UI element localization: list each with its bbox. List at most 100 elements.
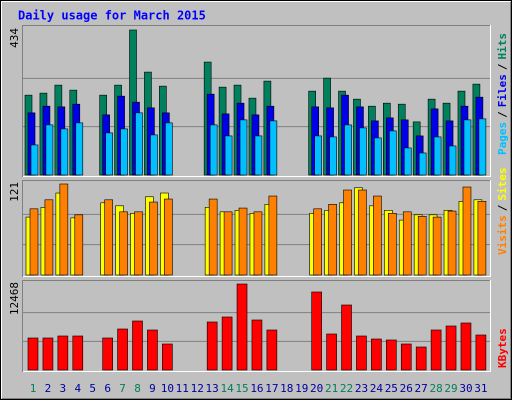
bar bbox=[251, 319, 263, 371]
bar bbox=[478, 118, 487, 176]
panel-bevel-light bbox=[23, 280, 491, 372]
legend: Visits / Sites bbox=[496, 168, 509, 256]
bar bbox=[164, 198, 173, 276]
bar bbox=[104, 199, 113, 276]
x-tick-label: 17 bbox=[265, 382, 278, 395]
legend-entry: Pages bbox=[496, 122, 509, 155]
legend-entry: Hits bbox=[496, 33, 509, 60]
bar bbox=[448, 145, 457, 176]
bar bbox=[389, 130, 397, 176]
bar bbox=[329, 136, 337, 176]
bar bbox=[239, 119, 248, 176]
x-tick-label: 21 bbox=[325, 382, 338, 395]
bar bbox=[356, 335, 367, 371]
legend-separator: / bbox=[496, 111, 509, 118]
x-tick-label: 4 bbox=[74, 382, 81, 395]
x-tick-label: 31 bbox=[474, 382, 487, 395]
bar bbox=[135, 112, 143, 176]
legend: KBytes bbox=[496, 328, 509, 368]
bar bbox=[432, 216, 442, 276]
chart-title: Daily usage for March 2015 bbox=[18, 9, 206, 23]
x-tick-label: 27 bbox=[415, 382, 428, 395]
bar bbox=[418, 152, 427, 176]
bar bbox=[447, 210, 457, 276]
bar bbox=[30, 144, 39, 176]
bar bbox=[27, 337, 39, 371]
bar bbox=[403, 147, 412, 176]
bar bbox=[132, 320, 143, 371]
bar bbox=[165, 122, 173, 176]
bar bbox=[373, 195, 382, 276]
x-tick-label: 19 bbox=[295, 382, 308, 395]
bar bbox=[223, 211, 233, 276]
bar bbox=[402, 211, 412, 276]
bar bbox=[253, 211, 263, 276]
bar bbox=[162, 343, 173, 371]
panel-bevel-light bbox=[23, 180, 491, 277]
legend-separator: / bbox=[496, 204, 509, 211]
bar bbox=[462, 186, 472, 276]
panel-bevel-light bbox=[23, 25, 491, 177]
bar bbox=[42, 337, 54, 371]
bar bbox=[224, 135, 233, 176]
bar bbox=[105, 132, 113, 176]
bar bbox=[74, 214, 84, 276]
x-tick-label: 20 bbox=[310, 382, 323, 395]
y-tick-label: 121 bbox=[8, 182, 21, 202]
bar bbox=[358, 189, 367, 276]
legend-entry: Sites bbox=[496, 168, 509, 201]
bar bbox=[208, 198, 218, 276]
bar bbox=[120, 128, 128, 176]
bar bbox=[313, 208, 322, 276]
legend-separator: / bbox=[496, 63, 509, 70]
bar bbox=[343, 189, 352, 276]
bar bbox=[371, 338, 382, 371]
x-tick-label: 1 bbox=[30, 382, 37, 395]
y-tick-label: 12468 bbox=[8, 282, 21, 315]
x-tick-label: 7 bbox=[119, 382, 126, 395]
bar bbox=[417, 216, 427, 276]
x-tick-label: 30 bbox=[459, 382, 472, 395]
x-tick-label: 2 bbox=[45, 382, 52, 395]
x-tick-label: 6 bbox=[104, 382, 111, 395]
x-tick-label: 12 bbox=[191, 382, 204, 395]
bar bbox=[60, 128, 69, 176]
bar bbox=[72, 335, 84, 371]
x-tick-label: 28 bbox=[429, 382, 442, 395]
x-tick-label: 25 bbox=[385, 382, 398, 395]
panel-bevel-dark bbox=[22, 25, 490, 177]
bar bbox=[266, 329, 278, 371]
x-tick-label: 10 bbox=[161, 382, 174, 395]
bar bbox=[314, 135, 322, 176]
bar bbox=[238, 207, 248, 276]
bar bbox=[150, 134, 158, 176]
bar bbox=[326, 333, 337, 371]
bar bbox=[463, 119, 472, 176]
bar bbox=[460, 322, 472, 371]
y-tick-label: 434 bbox=[8, 28, 21, 48]
bar bbox=[400, 343, 412, 371]
bar bbox=[254, 135, 263, 176]
bar bbox=[221, 316, 233, 371]
bar bbox=[45, 124, 54, 176]
x-tick-label: 26 bbox=[400, 382, 413, 395]
x-tick-label: 5 bbox=[89, 382, 96, 395]
bar bbox=[57, 335, 69, 371]
bar bbox=[415, 346, 427, 371]
x-tick-label: 18 bbox=[280, 382, 293, 395]
bar bbox=[268, 195, 278, 276]
x-tick-label: 8 bbox=[134, 382, 141, 395]
bar bbox=[477, 200, 487, 276]
bar bbox=[475, 334, 487, 371]
bar bbox=[433, 136, 442, 176]
bar bbox=[386, 339, 397, 371]
bar bbox=[134, 211, 143, 276]
bar bbox=[374, 137, 382, 176]
bar bbox=[328, 204, 337, 276]
legend-entry: KBytes bbox=[496, 328, 509, 368]
bar bbox=[388, 213, 397, 276]
x-tick-label: 22 bbox=[340, 382, 353, 395]
